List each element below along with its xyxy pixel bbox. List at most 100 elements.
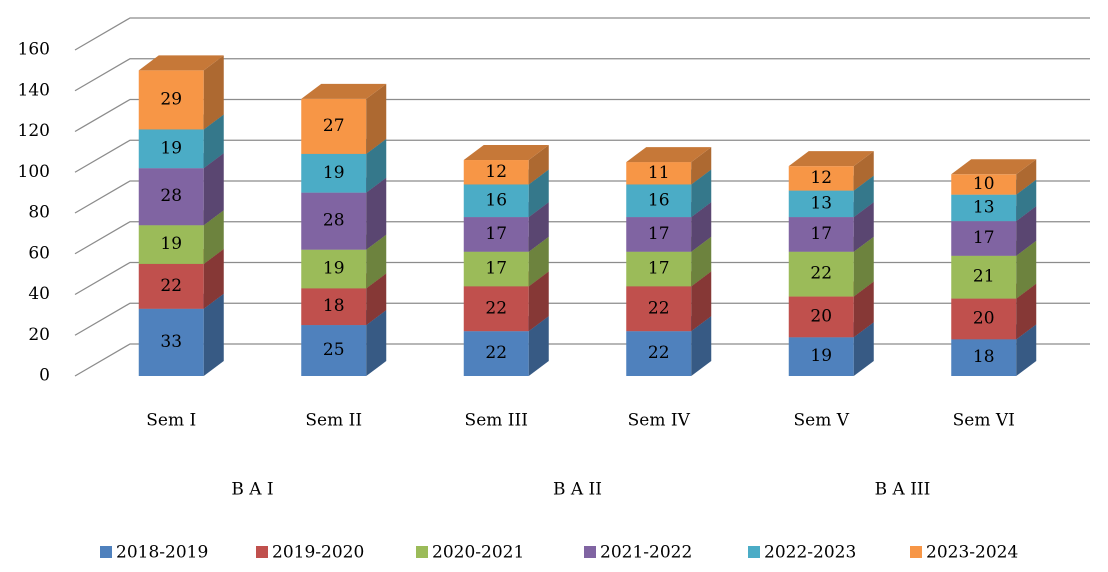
group-label: B A II [553, 480, 602, 500]
data-label: 22 [810, 264, 832, 284]
legend-swatch [416, 546, 428, 558]
x-tick-label: Sem I [146, 411, 196, 431]
bar-side [366, 310, 387, 376]
data-label: 17 [485, 224, 507, 244]
legend-label: 2021-2022 [600, 543, 692, 563]
grid-line [74, 261, 1090, 296]
y-tick-label: 120 [18, 121, 50, 141]
legend-label: 2019-2020 [272, 543, 364, 563]
bar-segment [626, 162, 692, 185]
bar-segment [788, 251, 854, 297]
data-label: 16 [485, 190, 507, 210]
bar-top [301, 83, 387, 99]
bar-segment [951, 298, 1017, 340]
y-tick-label: 40 [28, 284, 50, 304]
legend-label: 2018-2019 [116, 543, 208, 563]
data-label: 28 [160, 186, 182, 206]
bar-side [528, 145, 549, 185]
bar-segment [463, 286, 529, 332]
data-label: 17 [485, 259, 507, 279]
bar-segment [301, 98, 367, 154]
legend-swatch [256, 546, 268, 558]
bar-segment [951, 255, 1017, 299]
x-tick-label: Sem III [465, 411, 528, 431]
data-label: 12 [485, 162, 507, 182]
legend-swatch [748, 546, 760, 558]
data-label: 19 [160, 234, 182, 254]
data-label: 19 [323, 259, 345, 279]
data-label: 22 [485, 343, 507, 363]
bar-side [366, 83, 387, 154]
bar-side [203, 248, 224, 309]
data-label: 28 [323, 211, 345, 231]
grid-line [74, 221, 1090, 255]
legend-label: 2023-2024 [926, 543, 1018, 563]
bar-side [366, 273, 387, 326]
data-label: 17 [648, 259, 670, 279]
bar-segment [138, 168, 204, 226]
bar-segment [463, 331, 529, 376]
bar-side [853, 322, 874, 376]
grid-line [74, 302, 1090, 336]
bar-side [691, 147, 712, 185]
data-label: 17 [648, 224, 670, 244]
bar-segment [951, 339, 1017, 376]
bar-side [691, 202, 712, 252]
data-label: 13 [973, 197, 995, 217]
bar-side [203, 114, 224, 169]
y-tick-label: 20 [28, 325, 50, 345]
data-label: 22 [648, 298, 670, 318]
data-label: 22 [648, 343, 670, 363]
grid-line [74, 180, 1090, 214]
bar-side [528, 202, 549, 252]
legend-swatch [100, 546, 112, 558]
y-tick-label: 60 [28, 243, 50, 263]
bar-side [528, 316, 549, 376]
bar-segment [788, 190, 854, 218]
bar-segment [138, 70, 204, 130]
data-label: 21 [973, 267, 995, 287]
data-label: 20 [973, 308, 995, 328]
group-label: B A I [231, 480, 273, 500]
data-label: 20 [810, 306, 832, 326]
legend-label: 2020-2021 [432, 543, 524, 563]
grid-line [74, 58, 1090, 92]
data-label: 19 [323, 163, 345, 183]
bar-segment [138, 129, 204, 169]
x-tick-label: Sem V [793, 411, 849, 431]
bar-side [528, 271, 549, 332]
bar-side [853, 151, 874, 191]
bar-segment [138, 263, 204, 309]
bar-segment [788, 296, 854, 338]
grid-line [74, 139, 1090, 173]
bar-top [463, 145, 549, 161]
data-label: 22 [485, 298, 507, 318]
bar-side [366, 177, 387, 250]
y-tick-label: 140 [18, 80, 50, 100]
data-label: 13 [810, 193, 832, 213]
bar-segment [463, 184, 529, 218]
bar-side [528, 169, 549, 218]
bar-top [951, 159, 1037, 175]
grid-line [74, 17, 1090, 51]
bar-side [203, 55, 224, 130]
x-tick-label: Sem IV [628, 411, 691, 431]
bar-top [788, 151, 874, 167]
bar-top [138, 55, 224, 71]
legend-swatch [910, 546, 922, 558]
bar-side [1016, 240, 1037, 299]
bar-segment [138, 225, 204, 264]
data-label: 12 [810, 168, 832, 188]
x-tick-label: Sem VI [953, 411, 1015, 431]
data-label: 18 [973, 347, 995, 367]
group-label: B A III [875, 480, 931, 500]
bar-segment [301, 192, 367, 250]
bar-side [1016, 283, 1037, 340]
data-label: 33 [160, 332, 182, 352]
x-tick-label: Sem II [305, 411, 362, 431]
bar-segment [788, 337, 854, 376]
bar-side [203, 210, 224, 264]
bar-segment [626, 217, 692, 252]
bar-segment [626, 184, 692, 218]
bar-side [366, 138, 387, 193]
